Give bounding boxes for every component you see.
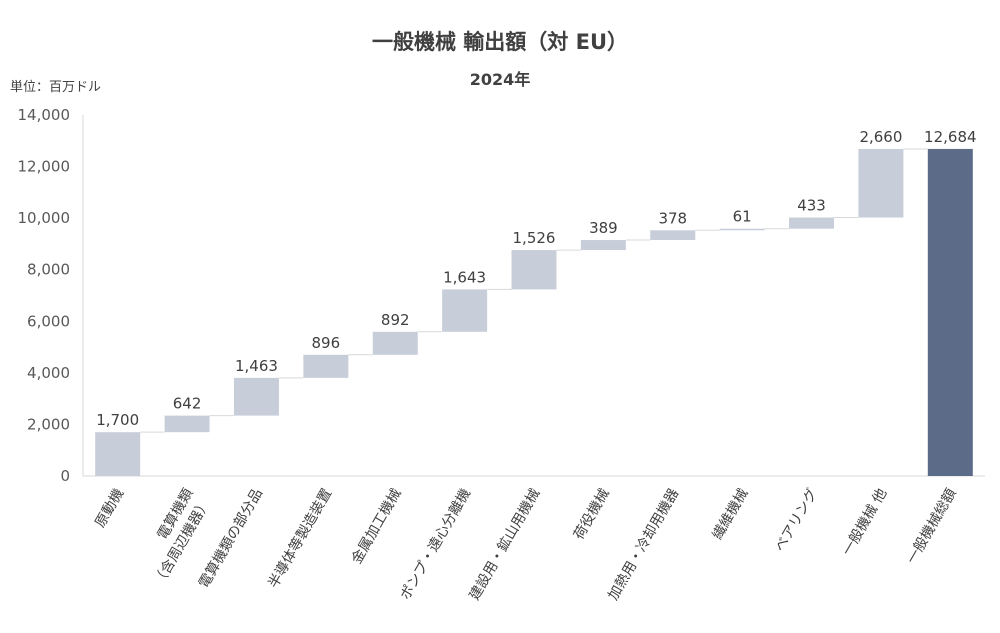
y-tick-label: 12,000 [18, 158, 71, 176]
category-label: 一般機械 他 [839, 486, 890, 558]
increment-bar [580, 240, 626, 251]
data-label: 1,526 [513, 229, 556, 247]
increment-bar [164, 415, 210, 433]
data-label: 61 [733, 208, 752, 226]
increment-bar [650, 230, 696, 241]
increment-bar [789, 217, 835, 229]
y-tick-label: 6,000 [27, 312, 70, 330]
y-tick-label: 4,000 [27, 364, 70, 382]
category-label-line: 建設用・鉱山用機械 [466, 486, 544, 604]
increment-bar [858, 148, 904, 218]
y-tick-label: 14,000 [18, 106, 71, 124]
category-label: 荷役機械 [571, 486, 613, 542]
data-label: 892 [381, 311, 410, 329]
category-label-line: ベアリング [772, 486, 821, 555]
total-bar [927, 148, 973, 476]
data-label: 12,684 [924, 128, 977, 146]
category-label: 金属加工機械 [349, 486, 405, 567]
data-label: 389 [589, 219, 618, 237]
category-label-line: 原動機 [92, 486, 127, 530]
category-label: 原動機 [92, 486, 127, 530]
data-label: 1,643 [443, 268, 486, 286]
category-label-line: ポンプ・遠心分離機 [397, 485, 475, 602]
increment-bar [95, 432, 141, 476]
category-label: 繊維機械 [710, 486, 752, 542]
increment-bar [719, 228, 765, 231]
chart-title: 一般機械 輸出額（対 EU） [371, 30, 629, 54]
data-label: 642 [173, 395, 202, 413]
data-label: 1,463 [235, 357, 278, 375]
increment-bar [303, 354, 349, 378]
category-label-line: 荷役機械 [571, 486, 613, 542]
y-tick-label: 8,000 [27, 261, 70, 279]
y-tick-label: 0 [60, 467, 70, 485]
category-label-line: 加熱用・冷却用機器 [605, 486, 682, 603]
category-label-line: 一般機械総額 [904, 486, 960, 567]
category-label: 加熱用・冷却用機器 [605, 486, 682, 603]
data-label: 378 [658, 209, 687, 227]
data-label: 2,660 [859, 128, 902, 146]
y-tick-label: 10,000 [18, 209, 71, 227]
category-label: 建設用・鉱山用機械 [466, 486, 544, 604]
category-label-line: 金属加工機械 [349, 486, 405, 567]
increment-bar [511, 250, 557, 290]
chart-subtitle: 2024年 [469, 70, 531, 89]
increment-bar [233, 377, 279, 416]
data-label: 896 [312, 334, 341, 352]
y-tick-label: 2,000 [27, 415, 70, 433]
category-label-line: 半導体等製造装置 [265, 486, 336, 591]
increment-bar [372, 331, 418, 355]
category-label: 半導体等製造装置 [265, 486, 336, 591]
increment-bar [442, 289, 488, 332]
category-label-line: 繊維機械 [710, 486, 752, 542]
category-label: ベアリング [772, 486, 821, 555]
data-label: 1,700 [96, 411, 139, 429]
data-label: 433 [797, 197, 826, 215]
category-label-line: 一般機械 他 [839, 486, 890, 558]
category-label: ポンプ・遠心分離機 [397, 485, 475, 602]
category-label: 一般機械総額 [904, 486, 960, 567]
unit-label: 単位：百万ドル [10, 80, 102, 95]
